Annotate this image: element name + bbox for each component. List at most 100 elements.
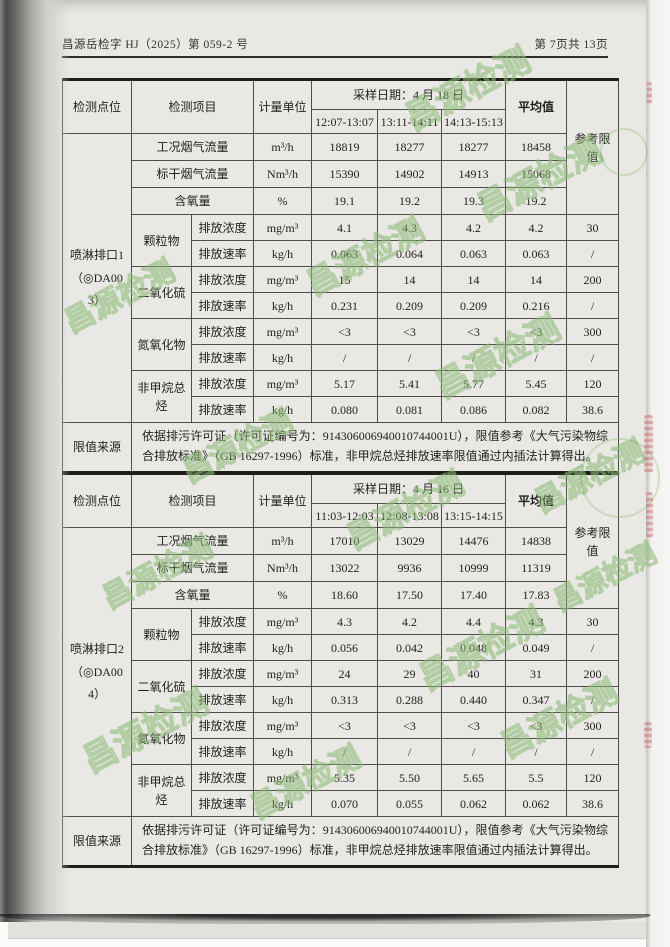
- unit: mg/m³: [253, 764, 313, 791]
- measured-value: 19.3: [441, 187, 507, 215]
- pollutant-name: 颗粒物: [131, 214, 192, 267]
- item-name: 标干烟气流量: [130, 160, 255, 188]
- reference-limit-value: 120: [566, 764, 620, 791]
- average-value: 14838: [505, 527, 568, 555]
- unit: mg/m³: [253, 608, 313, 635]
- time-range-header: 12:07-13:07: [311, 109, 379, 134]
- measured-value: 14476: [441, 527, 507, 555]
- reference-limit-value: 30: [566, 608, 620, 635]
- reference-limit-value: 30: [566, 214, 620, 241]
- sub-item-name: 排放速率: [190, 344, 255, 371]
- measured-value: 5.17: [311, 370, 379, 397]
- item-name: 含氧量: [130, 581, 255, 609]
- limit-source-label: 限值来源: [62, 816, 132, 867]
- doc-number: 昌源岳检字 HJ（2025）第 059-2 号: [62, 39, 249, 51]
- unit: m³/h: [253, 527, 313, 555]
- measured-value: 5.65: [441, 764, 507, 791]
- item-name: 标干烟气流量: [130, 554, 255, 582]
- measured-value: 18277: [377, 133, 443, 161]
- table-row: 限值来源 依据排污许可证（许可证编号为：914306006940010744001…: [62, 422, 620, 473]
- item-name: 工况烟气流量: [130, 527, 255, 555]
- unit: mg/m³: [253, 214, 313, 241]
- table-row: 排放速率 kg/h / / / / /: [63, 738, 620, 765]
- measured-value: 19.1: [311, 187, 379, 215]
- table-row: 喷淋排口2（◎DA004） 工况烟气流量 m³/h 17010 13029 14476 14…: [62, 527, 619, 817]
- measured-value: 0.313: [311, 686, 379, 713]
- pollutant-name: 氮氧化物: [131, 712, 192, 765]
- header-rule: [62, 56, 608, 58]
- reference-limit-value: /: [566, 738, 620, 765]
- measured-value: 5.35: [311, 764, 379, 791]
- red-edge-mark: [644, 722, 652, 748]
- unit: %: [253, 187, 313, 215]
- table-row: 颗粒物 排放浓度 mg/m³ 4.3 4.2 4.4 4.3 30: [63, 608, 620, 661]
- pollutant-name: 非甲烷总烃: [131, 370, 192, 423]
- table-row: 排放速率 kg/h 0.313 0.288 0.440 0.347/: [63, 686, 620, 713]
- measured-value: 14: [441, 266, 507, 293]
- measured-value: /: [377, 344, 443, 371]
- sub-item-name: 排放浓度: [190, 764, 255, 791]
- measured-value: <3: [441, 712, 507, 739]
- measured-value: 0.209: [377, 292, 443, 319]
- monitoring-table-outlet-1: 检测点位 检测项目 计量单位 采样日期：4 月 18 日平均值 参考限值 12:07-13…: [62, 78, 620, 474]
- underlying-page: [8, 922, 658, 939]
- average-value: 0.216: [505, 292, 568, 319]
- sub-item-name: 排放浓度: [190, 266, 255, 293]
- measured-value: 24: [311, 660, 379, 687]
- average-value: 4.2: [505, 214, 568, 241]
- average-value: 5.5: [505, 764, 568, 791]
- sub-item-name: 排放速率: [190, 634, 255, 661]
- average-value: 4.3: [505, 608, 568, 635]
- measured-value: 4.2: [441, 214, 507, 241]
- measured-value: 17.50: [377, 581, 443, 609]
- measured-value: <3: [441, 318, 507, 345]
- scan-background-strip: [646, 0, 670, 947]
- col-header-unit: 计量单位: [253, 473, 313, 528]
- item-name: 含氧量: [130, 187, 255, 215]
- measured-value: 4.3: [377, 214, 443, 241]
- average-value: 31: [505, 660, 568, 687]
- measured-value: 19.2: [377, 187, 443, 215]
- table-row: 排放速率 kg/h 0.080 0.081 0.086 0.082 38.6: [63, 396, 620, 423]
- sub-item-name: 排放速率: [190, 292, 255, 319]
- measured-value: 0.070: [311, 790, 379, 817]
- unit: kg/h: [253, 790, 313, 817]
- measured-value: 5.41: [377, 370, 443, 397]
- page-bottom-shadow: [0, 914, 650, 924]
- sub-item-name: 排放速率: [190, 738, 255, 765]
- sub-item-name: 排放浓度: [190, 370, 255, 397]
- measured-value: /: [311, 344, 379, 371]
- measured-value: 0.048: [441, 634, 507, 661]
- sample-date-header: 采样日期：4 月 16 日: [311, 473, 507, 504]
- measured-value: 29: [377, 660, 443, 687]
- measured-value: /: [441, 738, 507, 765]
- pollutant-name: 二氧化硫: [131, 660, 192, 713]
- measured-value: 0.062: [441, 790, 507, 817]
- measured-value: 4.2: [377, 608, 443, 635]
- measured-value: 14913: [441, 160, 507, 188]
- measured-value: 0.086: [441, 396, 507, 423]
- measured-value: 0.055: [377, 790, 443, 817]
- pollutant-name: 非甲烷总烃: [131, 764, 192, 817]
- measured-value: <3: [311, 712, 379, 739]
- table-row: 氮氧化物 排放浓度 mg/m³ <3 <3 <3 <3 300: [63, 712, 620, 765]
- monitoring-point-label: 喷淋排口2（◎DA004）: [62, 527, 132, 817]
- average-value: 0.062: [505, 790, 568, 817]
- table-row: 标干烟气流量 Nm³/h 15390 14902 14913 15068: [63, 160, 619, 188]
- table-row: 氮氧化物 排放浓度 mg/m³ <3 <3 <3 <3 300: [63, 318, 620, 371]
- measured-value: /: [441, 344, 507, 371]
- sub-item-name: 排放速率: [190, 790, 255, 817]
- item-name: 工况烟气流量: [130, 133, 255, 161]
- limit-source-text: 依据排污许可证（许可证编号为：914306006940010744001U），限…: [130, 422, 620, 473]
- sub-item-name: 排放浓度: [190, 712, 255, 739]
- unit: %: [253, 581, 313, 609]
- measured-value: 17.40: [441, 581, 507, 609]
- table-row: 标干烟气流量 Nm³/h 13022 9936 10999 11319: [63, 554, 619, 582]
- time-range-header: 13:15-14:15: [441, 503, 507, 528]
- sub-item-name: 排放浓度: [190, 608, 255, 635]
- measured-value: 5.50: [377, 764, 443, 791]
- table-row: 含氧量% 18.60 17.50 17.40 17.83: [63, 581, 619, 609]
- measured-value: 0.063: [441, 240, 507, 267]
- table-row: 二氧化硫 排放浓度 mg/m³ 15 14 14 14 200: [63, 266, 620, 319]
- table-row: 12:07-13:07 13:11-14:11 14:13-15:13: [63, 109, 619, 134]
